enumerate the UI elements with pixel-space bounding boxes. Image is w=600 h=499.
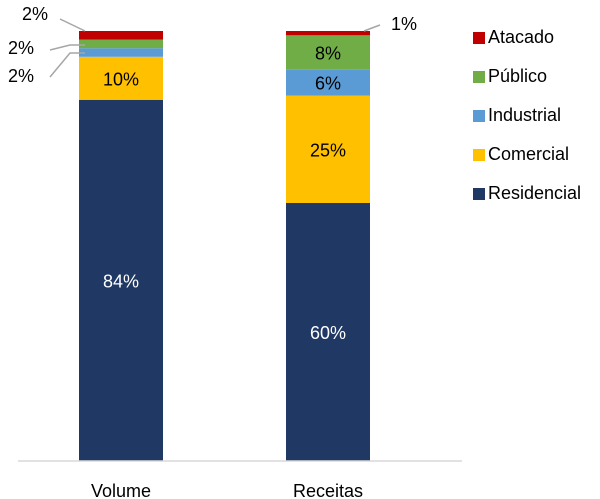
data-label-volume-comercial: 10% [103, 69, 139, 89]
data-label-volume-residencial: 84% [103, 271, 139, 291]
bar-volume-atacado [79, 31, 163, 40]
data-label-receitas-comercial: 25% [310, 140, 346, 160]
legend-label-comercial: Comercial [488, 144, 569, 164]
legend-label-atacado: Atacado [488, 27, 554, 47]
bar-volume-comercial [79, 56, 163, 100]
bar-receitas-residencial [286, 203, 370, 461]
legend-swatch-publico [473, 71, 485, 83]
bar-receitas-publico [286, 35, 370, 70]
bar-volume-publico [79, 39, 163, 49]
x-tick-label-volume: Volume [91, 481, 151, 499]
leader-line-receitas-atacado [363, 24, 381, 32]
legend: Atacado Público Industrial Comercial Residen… [473, 27, 581, 203]
bar-volume-residencial [79, 99, 163, 462]
x-tick-label-receitas: Receitas [293, 481, 363, 499]
legend-swatch-residencial [473, 188, 485, 200]
legend-label-residencial: Residencial [488, 183, 581, 203]
data-labels-layer: 84% 10% 2% 2% 2% 60% 25% 6% 8% 1% [8, 4, 417, 343]
x-tick-labels: Volume Receitas [91, 481, 363, 499]
bar-volume-industrial [79, 48, 163, 57]
data-label-volume-industrial: 2% [8, 66, 34, 86]
legend-swatch-atacado [473, 32, 485, 44]
data-label-receitas-atacado: 1% [391, 14, 417, 34]
data-label-receitas-industrial: 6% [315, 74, 341, 94]
legend-swatch-industrial [473, 110, 485, 122]
legend-swatch-comercial [473, 149, 485, 161]
bar-receitas-atacado [286, 31, 370, 36]
bar-receitas-industrial [286, 69, 370, 96]
legend-label-industrial: Industrial [488, 105, 561, 125]
data-label-volume-atacado: 2% [22, 4, 48, 24]
leader-line-volume-atacado [59, 18, 86, 32]
bars-layer [79, 31, 370, 462]
data-label-receitas-publico: 8% [315, 44, 341, 64]
bar-receitas-comercial [286, 95, 370, 203]
leader-line-volume-industrial [49, 52, 85, 78]
legend-label-publico: Público [488, 66, 547, 86]
leader-line-volume-publico [49, 44, 85, 51]
data-label-receitas-residencial: 60% [310, 323, 346, 343]
data-label-volume-publico: 2% [8, 38, 34, 58]
